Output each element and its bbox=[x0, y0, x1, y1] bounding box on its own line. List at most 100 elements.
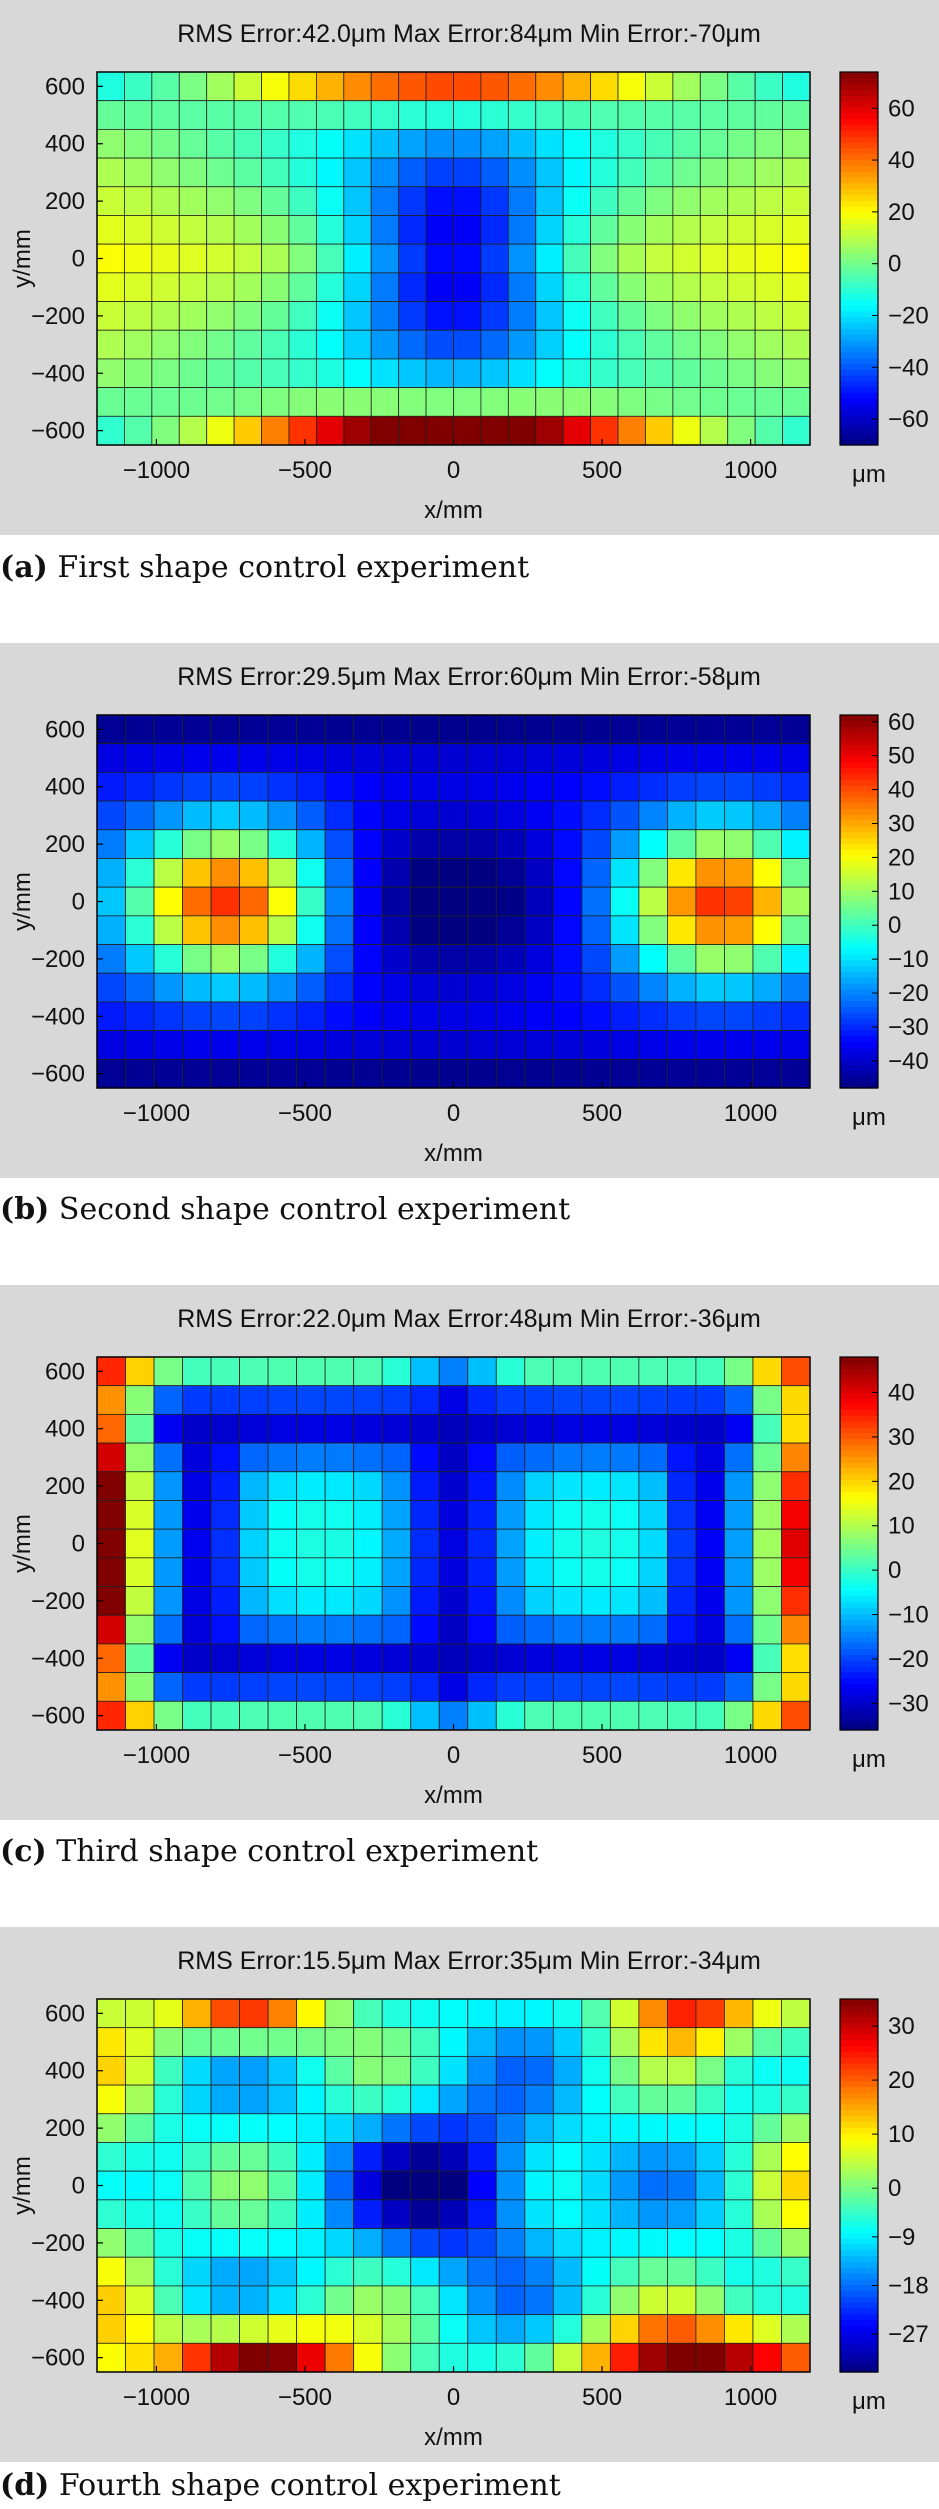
heatmap-cell bbox=[410, 2142, 440, 2172]
y-tick-label: 0 bbox=[72, 1531, 85, 1558]
heatmap-cell bbox=[206, 387, 235, 417]
heatmap-cell bbox=[667, 743, 697, 773]
colorbar-segment bbox=[840, 345, 878, 353]
heatmap-cell bbox=[410, 2027, 440, 2057]
heatmap-cell bbox=[638, 1442, 668, 1473]
heatmap-d: RMS Error:15.5μm Max Error:35μm Min Erro… bbox=[9, 1947, 929, 2451]
heatmap-cell bbox=[182, 1586, 212, 1616]
heatmap-cell bbox=[96, 272, 125, 302]
x-tick-label: 1000 bbox=[724, 1742, 777, 1769]
heatmap-cell bbox=[752, 1030, 782, 1060]
heatmap-cell bbox=[353, 944, 383, 974]
heatmap-cell bbox=[524, 2314, 554, 2344]
colorbar-tick-label: −30 bbox=[888, 1690, 929, 1717]
heatmap-cell bbox=[233, 301, 262, 331]
heatmap-cell bbox=[151, 415, 180, 446]
colorbar-segment bbox=[840, 738, 878, 745]
heatmap-cell bbox=[438, 1500, 469, 1530]
x-tick-label: 500 bbox=[582, 1100, 622, 1127]
heatmap-cell bbox=[467, 743, 497, 773]
colorbar-segment bbox=[840, 2028, 878, 2035]
heatmap-cell bbox=[467, 2199, 497, 2229]
heatmap-cell bbox=[261, 358, 290, 389]
heatmap-cell bbox=[638, 1700, 668, 1731]
heatmap-cell bbox=[645, 301, 674, 331]
heatmap-cell bbox=[96, 1385, 126, 1415]
colorbar-tick-label: −10 bbox=[888, 946, 929, 973]
heatmap-cell bbox=[410, 2228, 440, 2258]
heatmap-cell bbox=[609, 2142, 640, 2172]
heatmap-cell bbox=[438, 2142, 469, 2172]
heatmap-cell bbox=[153, 2055, 183, 2086]
colorbar-segment bbox=[840, 165, 878, 172]
heatmap-cell bbox=[507, 358, 537, 389]
colorbar-tick-label: 60 bbox=[888, 95, 915, 122]
heatmap-cell bbox=[590, 186, 619, 216]
heatmap-cell bbox=[425, 329, 454, 360]
colorbar-segment bbox=[840, 819, 878, 827]
colorbar-segment bbox=[840, 1648, 878, 1655]
colorbar-segment bbox=[840, 2255, 878, 2262]
x-tick-label: 1000 bbox=[724, 1100, 777, 1127]
colorbar-segment bbox=[840, 200, 878, 207]
heatmap-cell bbox=[210, 2055, 241, 2086]
y-tick-label: −400 bbox=[31, 2287, 85, 2314]
heatmap-cell bbox=[667, 829, 697, 859]
colorbar-segment bbox=[840, 2249, 878, 2257]
heatmap-cell bbox=[210, 1643, 241, 1674]
heatmap-cell bbox=[645, 272, 674, 302]
heatmap-cell bbox=[153, 1413, 183, 1444]
heatmap-cell bbox=[453, 157, 482, 188]
x-tick-label: −500 bbox=[278, 1100, 332, 1127]
heatmap-cell bbox=[495, 1998, 526, 2029]
heatmap-cell bbox=[453, 100, 482, 130]
heatmap-cell bbox=[381, 1030, 412, 1060]
heatmap-cell bbox=[480, 387, 509, 417]
heatmap-cell bbox=[381, 771, 412, 802]
heatmap-cell bbox=[609, 2055, 640, 2086]
heatmap-cell bbox=[353, 2342, 383, 2373]
heatmap-cell bbox=[581, 1001, 611, 1032]
heatmap-cell bbox=[410, 2342, 440, 2373]
colorbar-segment bbox=[840, 1456, 878, 1463]
heatmap-cell bbox=[638, 2342, 668, 2373]
heatmap-cell bbox=[752, 1385, 782, 1415]
heatmap-cell bbox=[535, 215, 564, 245]
heatmap-cell bbox=[267, 972, 298, 1003]
heatmap-cell bbox=[667, 1528, 697, 1559]
heatmap-cell bbox=[125, 2084, 155, 2115]
heatmap-cell bbox=[754, 329, 783, 360]
heatmap-cell bbox=[524, 1356, 554, 1387]
heatmap-cell bbox=[495, 1413, 526, 1444]
y-tick-label: 200 bbox=[45, 831, 85, 858]
y-tick-label: 200 bbox=[45, 1473, 85, 1500]
heatmap-cell bbox=[609, 1528, 640, 1559]
colorbar-segment bbox=[840, 2284, 878, 2292]
heatmap-cell bbox=[672, 100, 701, 130]
heatmap-cell bbox=[178, 301, 208, 331]
heatmap-cell bbox=[752, 2027, 782, 2057]
heatmap-cell bbox=[495, 2142, 526, 2172]
heatmap-cell bbox=[353, 886, 383, 917]
heatmap-cell bbox=[507, 415, 537, 446]
panel-b: RMS Error:29.5μm Max Error:60μm Min Erro… bbox=[0, 643, 939, 1178]
heatmap-cell bbox=[781, 771, 811, 802]
heatmap-cell bbox=[153, 1998, 183, 2029]
colorbar-segment bbox=[840, 953, 878, 961]
colorbar-segment bbox=[840, 246, 878, 254]
heatmap-cell bbox=[398, 329, 427, 360]
heatmap-cell bbox=[667, 2170, 697, 2201]
heatmap-cell bbox=[609, 915, 640, 945]
heatmap-cell bbox=[667, 1614, 697, 1645]
heatmap-cell bbox=[617, 186, 646, 216]
heatmap-cell bbox=[752, 1413, 782, 1444]
heatmap-cell bbox=[507, 387, 537, 417]
heatmap-cell bbox=[552, 2342, 583, 2373]
heatmap-cell bbox=[125, 1557, 155, 1587]
heatmap-cell bbox=[552, 1385, 583, 1415]
heatmap-cell bbox=[178, 329, 208, 360]
heatmap-cell bbox=[324, 743, 355, 773]
heatmap-cell bbox=[667, 1356, 697, 1387]
y-tick-label: 0 bbox=[72, 2173, 85, 2200]
heatmap-cell bbox=[638, 1413, 668, 1444]
